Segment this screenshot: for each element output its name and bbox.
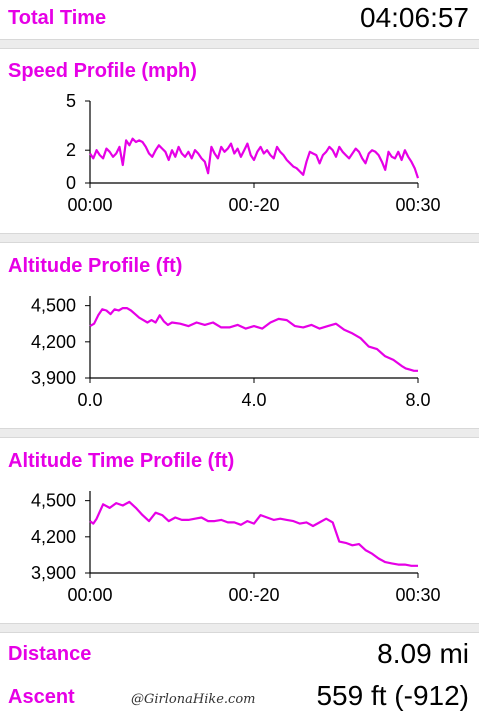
x-tick-label: 00:00 (67, 585, 112, 605)
altitude-time-profile-chart: 3,900 4,200 4,500 00:00 00:-20 00:30 (31, 491, 441, 605)
total-time-row: Total Time 04:06:57 (0, 0, 479, 40)
x-tick-label: 0.0 (77, 390, 102, 410)
y-tick-label: 3,900 (31, 368, 76, 388)
y-tick-label: 4,200 (31, 527, 76, 547)
separator (0, 39, 479, 49)
distance-value: 8.09 mi (377, 638, 469, 669)
x-tick-label: 00:30 (395, 585, 440, 605)
y-tick-label: 5 (66, 91, 76, 111)
separator (0, 428, 479, 438)
y-tick-label: 0 (66, 173, 76, 193)
series-line (89, 307, 418, 372)
x-tick-label: 00:-20 (228, 585, 279, 605)
ascent-value: 559 ft (-912) (316, 680, 469, 711)
speed-profile-title: Speed Profile (mph) (8, 60, 197, 82)
total-time-value: 04:06:57 (360, 2, 469, 33)
speed-profile-chart: 0 2 5 00:00 00:-20 00:30 (66, 91, 441, 215)
separator (0, 623, 479, 633)
ascent-row: Ascent 559 ft (-912) (0, 677, 479, 721)
x-tick-label: 00:-20 (228, 195, 279, 215)
y-tick-label: 4,200 (31, 332, 76, 352)
separator (0, 233, 479, 243)
y-tick-label: 4,500 (31, 491, 76, 511)
distance-row: Distance 8.09 mi (0, 633, 479, 677)
y-tick-label: 4,500 (31, 296, 76, 316)
series-line (89, 137, 420, 179)
watermark-logo: @GirlonaHike.com (131, 692, 256, 707)
altitude-profile-title: Altitude Profile (ft) (8, 255, 183, 277)
distance-label: Distance (8, 643, 92, 665)
x-tick-label: 00:00 (67, 195, 112, 215)
total-time-label: Total Time (8, 7, 107, 29)
series-line (89, 500, 418, 567)
altitude-profile-chart: 3,900 4,200 4,500 0.0 4.0 8.0 (31, 296, 431, 410)
altitude-time-profile-title: Altitude Time Profile (ft) (8, 450, 235, 472)
x-tick-label: 8.0 (405, 390, 430, 410)
y-tick-label: 2 (66, 140, 76, 160)
ascent-label: Ascent (8, 686, 75, 708)
x-tick-label: 00:30 (395, 195, 440, 215)
y-tick-label: 3,900 (31, 563, 76, 583)
x-tick-label: 4.0 (241, 390, 266, 410)
